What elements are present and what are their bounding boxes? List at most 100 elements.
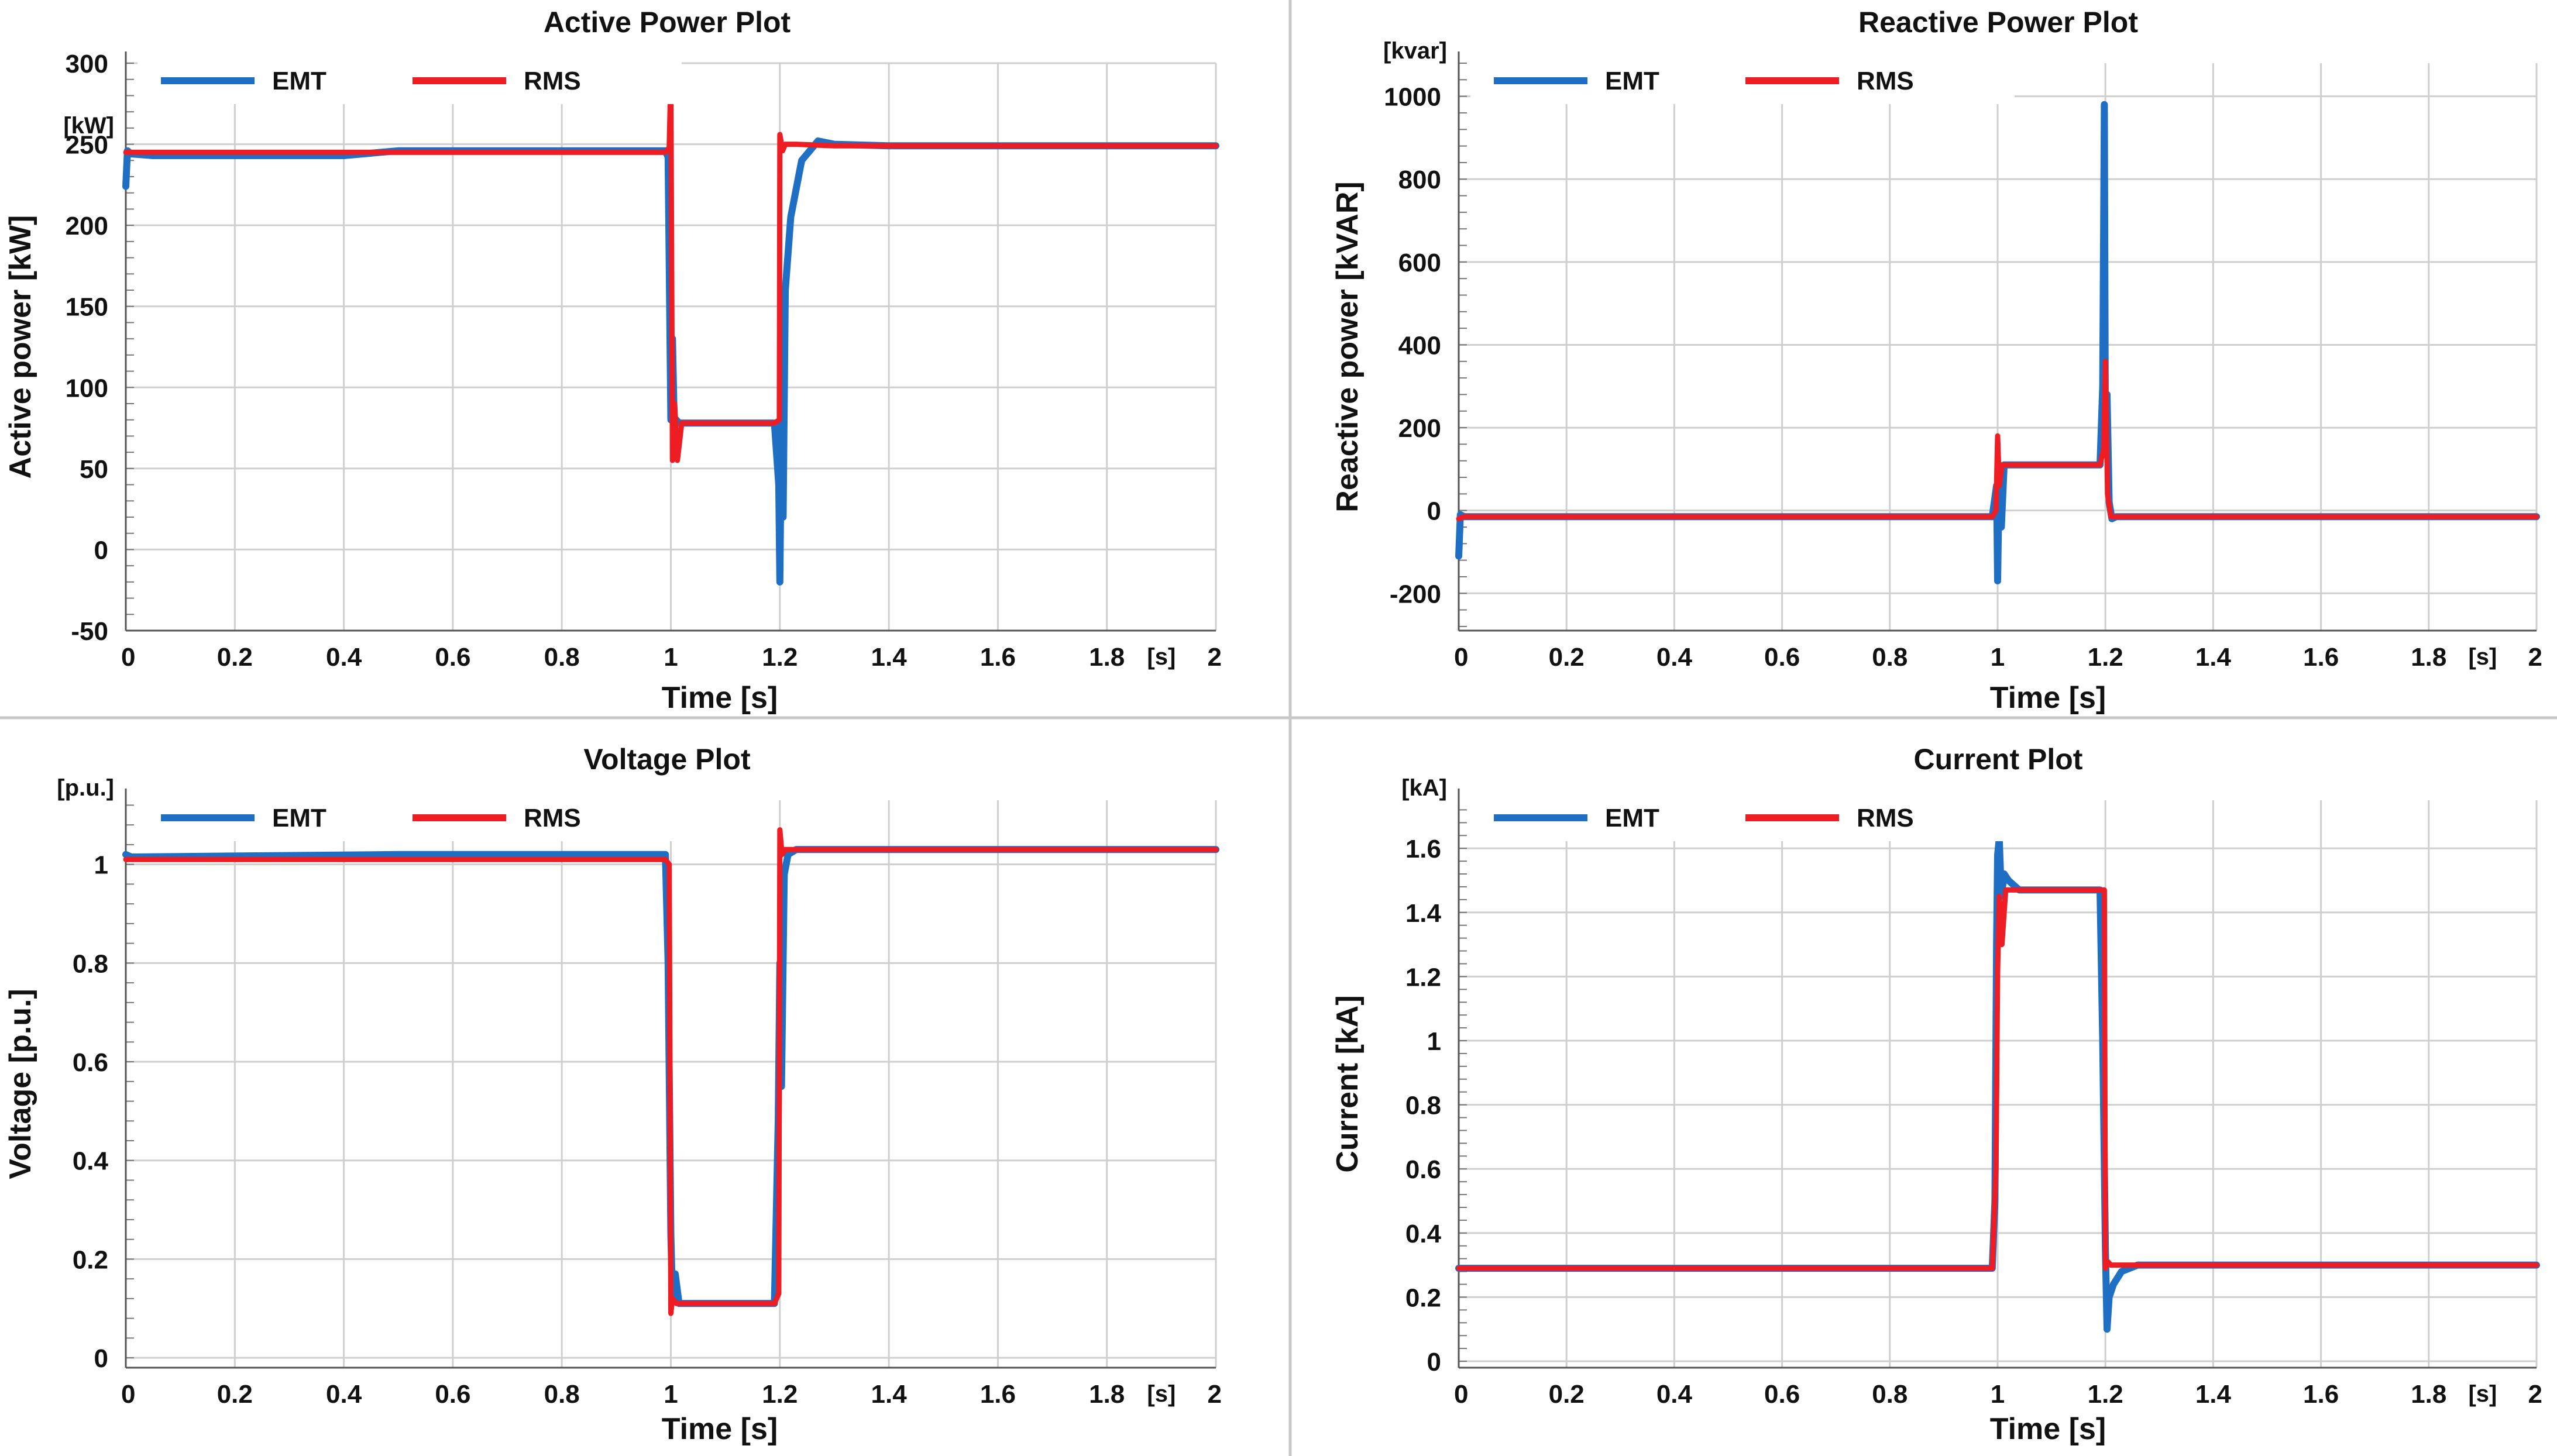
y-unit-label: [kvar] xyxy=(1383,38,1447,64)
legend-label-emt: EMT xyxy=(272,804,327,832)
y-tick-label: 1.2 xyxy=(1405,963,1441,992)
x-tick-label: 0.2 xyxy=(1549,643,1585,672)
x-tick-label: 0.4 xyxy=(1656,1380,1693,1409)
y-tick-label: 300 xyxy=(66,50,108,78)
x-tick-label: 0 xyxy=(121,643,135,672)
x-tick-label: 0.6 xyxy=(1764,1380,1800,1409)
chart-title: Reactive Power Plot xyxy=(1858,6,2138,39)
y-tick-label: 800 xyxy=(1398,166,1441,194)
x-tick-label: 2 xyxy=(1208,1380,1222,1409)
x-tick-label: 1 xyxy=(1991,643,2005,672)
x-tick-label: 1.4 xyxy=(2195,1380,2232,1409)
x-tick-label: 1.6 xyxy=(980,643,1016,672)
y-tick-label: 0.8 xyxy=(73,949,108,978)
x-tick-label: 2 xyxy=(2528,1380,2542,1409)
y-tick-label: 250 xyxy=(66,131,108,160)
legend-label-rms: RMS xyxy=(1857,67,1914,95)
y-axis-label: Current [kA] xyxy=(1331,995,1365,1172)
x-tick-label: 0.6 xyxy=(435,643,470,672)
y-tick-label: 1000 xyxy=(1384,83,1441,112)
x-axis-label: Time [s] xyxy=(1990,1412,2106,1446)
x-tick-label: 0.8 xyxy=(1872,643,1908,672)
y-tick-label: 0.2 xyxy=(1405,1283,1441,1312)
y-unit-label: [kA] xyxy=(1401,775,1447,801)
current-chart: 0 0.2 0.4 0.6 0.8 1 1.2 1.4 1.6 1.8 2 [s] 0 0.2 0.4 0.6… xyxy=(1331,743,2542,1446)
series-line-rms xyxy=(1456,887,2539,1271)
y-tick-label: -200 xyxy=(1390,580,1441,608)
x-tick-label: 0.6 xyxy=(435,1380,470,1409)
reactive-power-chart: 0 0.2 0.4 0.6 0.8 1 1.2 1.4 1.6 1.8 2 [s] -200 0 200 40… xyxy=(1331,6,2542,715)
y-tick-label: -50 xyxy=(71,617,108,646)
x-tick-label: 0.4 xyxy=(326,1380,362,1409)
y-tick-label: 600 xyxy=(1398,249,1441,277)
y-tick-label: 0 xyxy=(1427,1348,1441,1376)
x-axis-label: Time [s] xyxy=(662,681,778,715)
legend-label-rms: RMS xyxy=(524,67,581,95)
x-tick-label: 1.2 xyxy=(762,643,798,672)
x-tick-label: 0.4 xyxy=(1656,643,1693,672)
y-axis-label: Reactive power [kVAR] xyxy=(1331,181,1365,512)
x-tick-label: 1.8 xyxy=(1089,1380,1125,1409)
series-line-rms xyxy=(1456,359,2539,522)
y-axis-label: Active power [kW] xyxy=(4,215,37,479)
y-tick-label: 0.6 xyxy=(1405,1155,1441,1184)
x-tick-label: 1.8 xyxy=(2411,1380,2446,1409)
x-unit-label: [s] xyxy=(1147,1381,1176,1407)
x-tick-label: 0.8 xyxy=(544,1380,580,1409)
x-unit-label: [s] xyxy=(2468,1381,2497,1407)
chart-title: Voltage Plot xyxy=(583,743,751,776)
x-unit-label: [s] xyxy=(1147,644,1176,670)
legend-label-emt: EMT xyxy=(1605,67,1659,95)
x-tick-label: 0.2 xyxy=(1549,1380,1585,1409)
x-tick-label: 1.4 xyxy=(871,1380,908,1409)
y-tick-label: 200 xyxy=(1398,414,1441,443)
x-tick-label: 1.6 xyxy=(2303,643,2339,672)
x-tick-label: 1.2 xyxy=(2088,1380,2123,1409)
x-tick-label: 0.2 xyxy=(217,643,253,672)
y-tick-label: 1 xyxy=(1427,1027,1441,1056)
x-tick-label: 0.8 xyxy=(544,643,580,672)
series-line-rms xyxy=(123,73,1219,463)
x-tick-label: 1.4 xyxy=(2195,643,2232,672)
y-tick-label: 0.4 xyxy=(1405,1220,1442,1248)
x-tick-label: 0.8 xyxy=(1872,1380,1908,1409)
chart-title: Current Plot xyxy=(1914,743,2083,776)
x-tick-label: 1.8 xyxy=(2411,643,2446,672)
y-tick-label: 0.6 xyxy=(73,1048,108,1077)
y-tick-label: 0 xyxy=(1427,497,1441,526)
x-tick-label: 1.6 xyxy=(2303,1380,2339,1409)
y-tick-label: 200 xyxy=(66,212,108,240)
x-tick-label: 1 xyxy=(664,1380,678,1409)
x-tick-label: 2 xyxy=(2528,643,2542,672)
y-tick-label: 1.6 xyxy=(1405,835,1441,863)
x-tick-label: 2 xyxy=(1208,643,1222,672)
x-tick-label: 1.6 xyxy=(980,1380,1016,1409)
x-tick-label: 1.8 xyxy=(1089,643,1125,672)
y-tick-label: 50 xyxy=(80,455,108,484)
y-tick-label: 0.4 xyxy=(73,1147,109,1176)
x-tick-label: 0 xyxy=(121,1380,135,1409)
chart-title: Active Power Plot xyxy=(544,6,791,39)
active-power-chart: 0 0.2 0.4 0.6 0.8 1 1.2 1.4 1.6 1.8 2 [s] -50 0 50 100 1… xyxy=(4,6,1222,715)
y-tick-label: 1.4 xyxy=(1405,899,1442,928)
x-axis-label: Time [s] xyxy=(1990,681,2106,715)
x-tick-label: 0.2 xyxy=(217,1380,253,1409)
x-unit-label: [s] xyxy=(2468,644,2497,670)
x-tick-label: 1 xyxy=(664,643,678,672)
y-tick-label: 0.2 xyxy=(73,1245,108,1274)
y-tick-label: 0 xyxy=(94,1344,108,1373)
legend-label-emt: EMT xyxy=(1605,804,1659,832)
series-line-rms xyxy=(123,827,1219,1316)
x-tick-label: 1.4 xyxy=(871,643,908,672)
y-unit-label: [kW] xyxy=(63,113,114,139)
y-unit-label: [p.u.] xyxy=(57,775,114,801)
y-tick-label: 0 xyxy=(94,536,108,564)
legend-label-rms: RMS xyxy=(524,804,581,832)
y-tick-label: 100 xyxy=(66,374,108,402)
voltage-chart: 0 0.2 0.4 0.6 0.8 1 1.2 1.4 1.6 1.8 2 [s] 0 0.2 0.4 0.6… xyxy=(4,743,1222,1446)
x-tick-label: 1 xyxy=(1991,1380,2005,1409)
legend-label-rms: RMS xyxy=(1857,804,1914,832)
x-tick-label: 0 xyxy=(1454,643,1468,672)
x-tick-label: 0 xyxy=(1454,1380,1468,1409)
